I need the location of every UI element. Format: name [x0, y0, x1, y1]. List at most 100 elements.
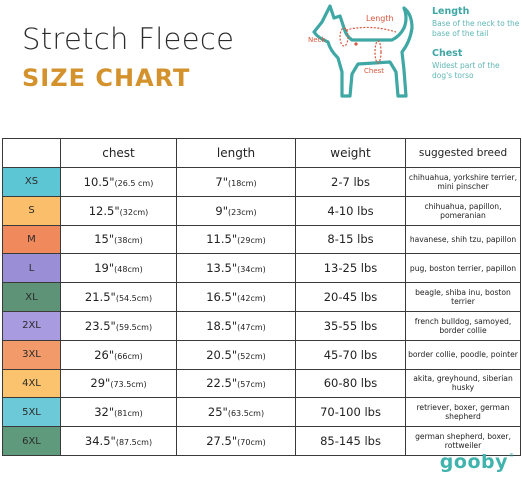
weight-cell: 45-70 lbs [295, 339, 406, 370]
header-breed: suggested breed [405, 138, 521, 168]
chest-cell: 23.5"(59.5cm) [60, 310, 177, 341]
chest-cell: 10.5"(26.5 cm) [60, 167, 177, 197]
breed-cell: french bulldog, samoyed, border collie [405, 310, 521, 341]
chest-label: Chest [364, 67, 385, 75]
length-cm: (63.5cm) [227, 409, 265, 419]
length-cm: (52cm) [237, 351, 266, 361]
length-cell: 16.5"(42cm) [176, 282, 296, 312]
size-cell: 4XL [2, 368, 61, 399]
length-cell: 25"(63.5cm) [176, 397, 296, 428]
length-cm: (29cm) [237, 236, 266, 246]
size-cell: XL [2, 282, 61, 312]
chest-inches: 15" [94, 232, 115, 247]
length-cell: 7"(18cm) [176, 167, 296, 197]
table-row: M 15"(38cm) 11.5"(29cm) 8-15 lbs havanese, s… [2, 224, 521, 255]
weight-value: 4-10 lbs [327, 203, 374, 218]
weight-value: 2-7 lbs [331, 174, 370, 189]
size-cell: 5XL [2, 397, 61, 428]
breed-cell: akita, greyhound, siberian husky [405, 368, 521, 399]
size-label: 4XL [22, 377, 41, 389]
table-row: 4XL 29"(73.5cm) 22.5"(57cm) 60-80 lbs akita,… [2, 368, 521, 399]
size-label: 6XL [22, 435, 41, 447]
breed-text: german shepherd, boxer, rottweiler [415, 431, 511, 451]
chest-inches: 23.5" [84, 318, 116, 333]
breed-text: havanese, shih tzu, papillon [409, 234, 517, 244]
weight-value: 13-25 lbs [323, 261, 378, 276]
logo-text: gooby [439, 451, 508, 473]
header-weight: weight [295, 138, 406, 168]
neck-label: Neck [308, 36, 326, 44]
size-label: M [27, 233, 36, 245]
breed-cell: retriever, boxer, german shepherd [405, 397, 521, 428]
chest-cm: (26.5 cm) [114, 178, 154, 188]
table-header-row: chest length weight suggested breed [2, 138, 521, 168]
chest-cell: 19"(48cm) [60, 253, 177, 284]
length-cell: 13.5"(34cm) [176, 253, 296, 284]
breed-text: french bulldog, samoyed, border collie [414, 316, 512, 335]
table-row: XL 21.5"(54.5cm) 16.5"(42cm) 20-45 lbs beagl… [2, 282, 521, 312]
weight-cell: 60-80 lbs [295, 368, 406, 399]
length-cm: (57cm) [237, 380, 266, 390]
table-row: 6XL 34.5"(87.5cm) 27.5"(70cm) 85-145 lbs ger… [2, 426, 521, 456]
chest-cm: (73.5cm) [110, 380, 147, 390]
breed-cell: pug, boston terrier, papillon [405, 253, 521, 284]
weight-value: 20-45 lbs [323, 290, 378, 305]
table-row: 2XL 23.5"(59.5cm) 18.5"(47cm) 35-55 lbs fren… [2, 310, 521, 341]
chest-inches: 12.5" [88, 203, 120, 218]
weight-value: 35-55 lbs [323, 318, 378, 333]
size-cell: XS [2, 167, 61, 197]
breed-cell: chihuahua, yorkshire terrier, mini pinsc… [405, 167, 521, 197]
chest-cm: (87.5cm) [115, 438, 153, 448]
chest-inches: 26" [94, 347, 115, 362]
size-cell: 3XL [2, 339, 61, 370]
breed-cell: chihuahua, papillon, pomeranian [405, 195, 521, 226]
chest-cm: (66cm) [114, 351, 143, 361]
length-cm: (23cm) [227, 207, 257, 217]
chest-cm: (38cm) [114, 236, 143, 246]
table-row: 3XL 26"(66cm) 20.5"(52cm) 45-70 lbs border c… [2, 339, 521, 370]
size-label: 5XL [22, 406, 41, 418]
chest-cell: 34.5"(87.5cm) [60, 426, 177, 456]
length-cm: (18cm) [227, 178, 257, 188]
dog-outline-icon [312, 4, 414, 98]
registered-mark: ® [509, 453, 514, 459]
chest-cm: (81cm) [114, 409, 143, 419]
header-length: length [176, 138, 296, 168]
weight-value: 60-80 lbs [323, 376, 378, 391]
weight-value: 8-15 lbs [327, 232, 374, 247]
chest-inches: 19" [94, 261, 115, 276]
chest-inches: 29" [90, 376, 111, 391]
length-inches: 16.5" [206, 290, 238, 305]
page-subtitle: SIZE CHART [22, 64, 191, 92]
chest-cm: (32cm) [119, 207, 149, 217]
size-cell: M [2, 224, 61, 255]
chest-cell: 21.5"(54.5cm) [60, 282, 177, 312]
weight-value: 70-100 lbs [320, 405, 381, 420]
page-title: Stretch Fleece [22, 22, 235, 56]
length-cell: 27.5"(70cm) [176, 426, 296, 456]
breed-cell: beagle, shiba inu, boston terrier [405, 282, 521, 312]
length-inches: 25" [207, 405, 228, 420]
chest-cell: 26"(66cm) [60, 339, 177, 370]
size-label: XL [25, 291, 38, 303]
size-cell: 2XL [2, 310, 61, 341]
weight-cell: 70-100 lbs [295, 397, 406, 428]
chest-inches: 10.5" [83, 174, 115, 189]
breed-cell: havanese, shih tzu, papillon [405, 224, 521, 255]
weight-cell: 35-55 lbs [295, 310, 406, 341]
length-cm: (47cm) [237, 322, 266, 332]
length-cm: (34cm) [237, 265, 266, 275]
chest-inches: 34.5" [84, 434, 116, 449]
length-cell: 9"(23cm) [176, 195, 296, 226]
size-label: 2XL [22, 320, 41, 332]
length-inches: 7" [215, 174, 228, 189]
chest-cm: (54.5cm) [115, 294, 153, 304]
weight-cell: 85-145 lbs [295, 426, 406, 456]
breed-text: pug, boston terrier, papillon [409, 263, 517, 273]
header-size-cell [2, 138, 61, 168]
table-row: S 12.5"(32cm) 9"(23cm) 4-10 lbs chihuahua, p… [2, 195, 521, 226]
legend-length-title: Length [432, 6, 470, 17]
breed-cell: border collie, poodle, pointer [405, 339, 521, 370]
breed-text: beagle, shiba inu, boston terrier [415, 287, 511, 307]
length-cell: 20.5"(52cm) [176, 339, 296, 370]
